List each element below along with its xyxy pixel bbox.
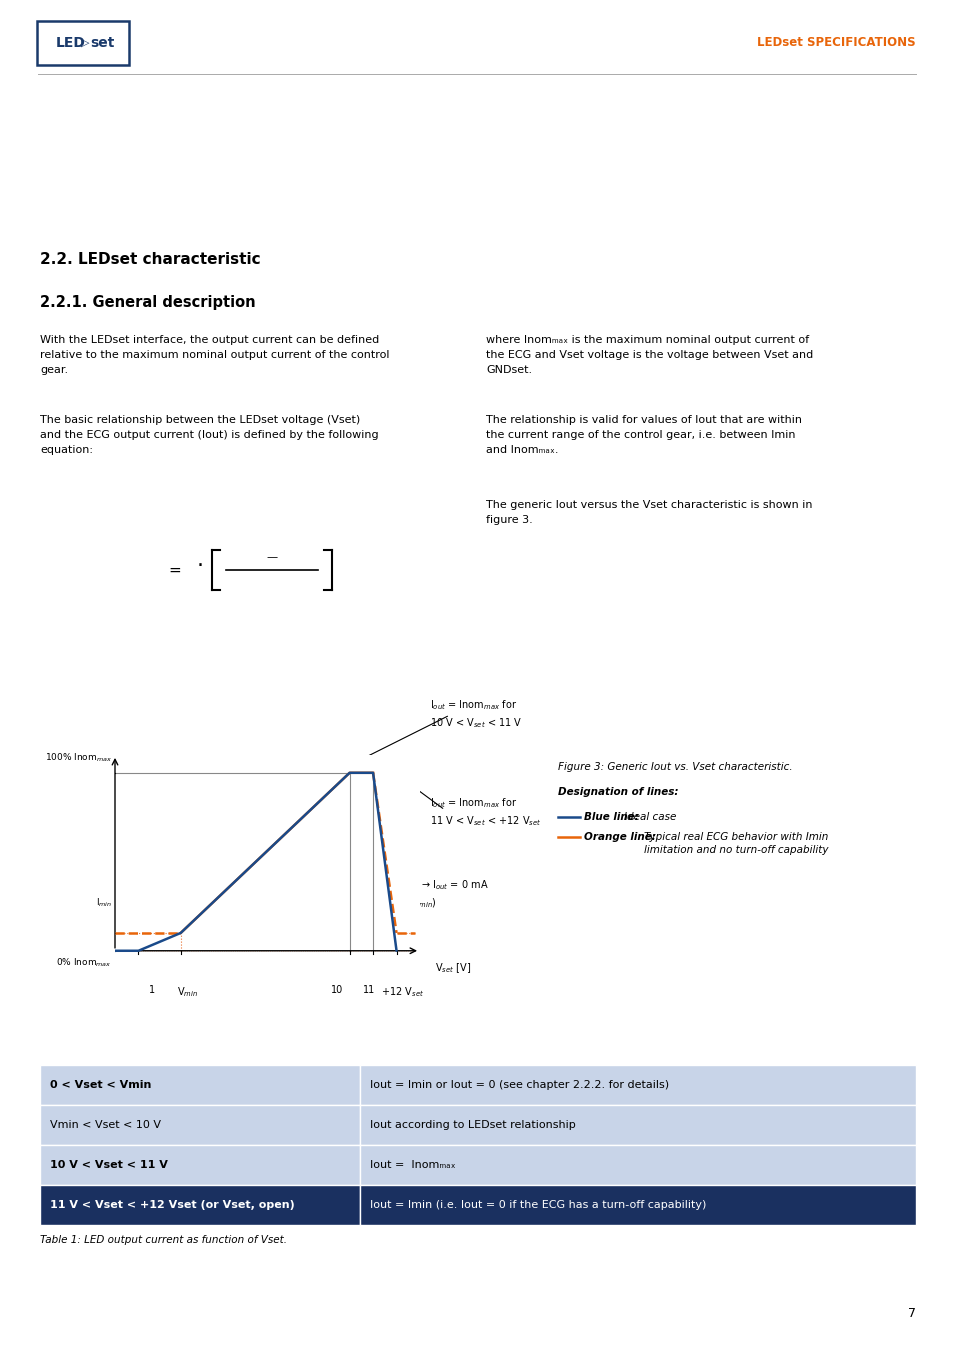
Bar bbox=[359, 1065, 915, 1106]
Text: 0 < Vset < Vmin: 0 < Vset < Vmin bbox=[50, 1080, 152, 1089]
Text: set: set bbox=[90, 36, 114, 50]
Text: Blue line:: Blue line: bbox=[583, 811, 639, 822]
Bar bbox=[40, 1185, 359, 1224]
Text: 10 V < Vset < 11 V: 10 V < Vset < 11 V bbox=[50, 1160, 168, 1170]
Text: Ideal case: Ideal case bbox=[623, 811, 676, 822]
FancyBboxPatch shape bbox=[37, 22, 129, 65]
Text: LEDset SPECIFICATIONS: LEDset SPECIFICATIONS bbox=[757, 36, 915, 50]
Text: I$_{out}$ = Inom$_{max}$ for
10 V < V$_{set}$ < 11 V: I$_{out}$ = Inom$_{max}$ for 10 V < V$_{… bbox=[430, 698, 522, 729]
Text: LED: LED bbox=[56, 36, 86, 50]
Text: +12 V$_{set}$: +12 V$_{set}$ bbox=[381, 986, 424, 999]
Text: =: = bbox=[169, 563, 181, 578]
Text: 1: 1 bbox=[149, 986, 155, 995]
Text: Iout = Imin or Iout = 0 (see chapter 2.2.2. for details): Iout = Imin or Iout = 0 (see chapter 2.2… bbox=[370, 1080, 668, 1089]
Text: Orange line:: Orange line: bbox=[583, 832, 655, 842]
Text: 11: 11 bbox=[362, 986, 375, 995]
Text: V$_{min}$: V$_{min}$ bbox=[177, 986, 198, 999]
Text: Iout according to LEDset relationship: Iout according to LEDset relationship bbox=[370, 1120, 576, 1130]
Text: ▷: ▷ bbox=[81, 38, 90, 49]
Bar bbox=[40, 1065, 359, 1106]
Text: The basic relationship between the LEDset voltage (Vset)
and the ECG output curr: The basic relationship between the LEDse… bbox=[40, 414, 378, 455]
Bar bbox=[359, 1106, 915, 1145]
Text: 7: 7 bbox=[907, 1307, 915, 1320]
Text: The relationship is valid for values of Iout that are within
the current range o: The relationship is valid for values of … bbox=[485, 414, 801, 455]
Text: Iout =  Inomₘₐₓ: Iout = Inomₘₐₓ bbox=[370, 1160, 456, 1170]
Text: Table 1: LED output current as function of Vset.: Table 1: LED output current as function … bbox=[40, 1235, 287, 1245]
Text: V$_{set}$ [V]: V$_{set}$ [V] bbox=[435, 961, 471, 975]
Text: The generic Iout versus the Vset characteristic is shown in
figure 3.: The generic Iout versus the Vset charact… bbox=[485, 500, 812, 525]
Text: Typical real ECG behavior with Imin
limitation and no turn-off capability: Typical real ECG behavior with Imin limi… bbox=[643, 832, 827, 855]
Text: where Inomₘₐₓ is the maximum nominal output current of
the ECG and Vset voltage : where Inomₘₐₓ is the maximum nominal out… bbox=[485, 335, 812, 375]
Text: 11 V < Vset < +12 Vset (or Vset, open): 11 V < Vset < +12 Vset (or Vset, open) bbox=[50, 1200, 294, 1210]
Text: Vmin < Vset < 10 V: Vmin < Vset < 10 V bbox=[50, 1120, 161, 1130]
Bar bbox=[359, 1185, 915, 1224]
Text: With the LEDset interface, the output current can be defined
relative to the max: With the LEDset interface, the output cu… bbox=[40, 335, 389, 375]
Text: I$_{min}$: I$_{min}$ bbox=[95, 896, 112, 910]
Text: Iout = Imin (i.e. Iout = 0 if the ECG has a turn-off capability): Iout = Imin (i.e. Iout = 0 if the ECG ha… bbox=[370, 1200, 705, 1210]
Text: I$_{out}$ = Inom$_{max}$ for
11 V < V$_{set}$ < +12 V$_{set}$: I$_{out}$ = Inom$_{max}$ for 11 V < V$_{… bbox=[430, 796, 541, 828]
Text: 100% Inom$_{max}$: 100% Inom$_{max}$ bbox=[45, 752, 112, 764]
Bar bbox=[359, 1145, 915, 1185]
Text: 2.2. LEDset characteristic: 2.2. LEDset characteristic bbox=[40, 252, 260, 267]
Text: —: — bbox=[266, 552, 277, 562]
Text: 2.2.1. General description: 2.2.1. General description bbox=[40, 296, 255, 310]
Text: 0% Inom$_{max}$: 0% Inom$_{max}$ bbox=[56, 957, 112, 969]
Bar bbox=[40, 1106, 359, 1145]
Text: Figure 3: Generic Iout vs. Vset characteristic.: Figure 3: Generic Iout vs. Vset characte… bbox=[558, 761, 792, 772]
Text: ·: · bbox=[196, 556, 203, 576]
Text: 10: 10 bbox=[331, 986, 343, 995]
Text: V$_{set}$, open → I$_{out}$ = 0 mA
(or I$_{out}$ = I$_{min}$): V$_{set}$, open → I$_{out}$ = 0 mA (or I… bbox=[370, 878, 488, 910]
Bar bbox=[40, 1145, 359, 1185]
Text: Designation of lines:: Designation of lines: bbox=[558, 787, 678, 796]
